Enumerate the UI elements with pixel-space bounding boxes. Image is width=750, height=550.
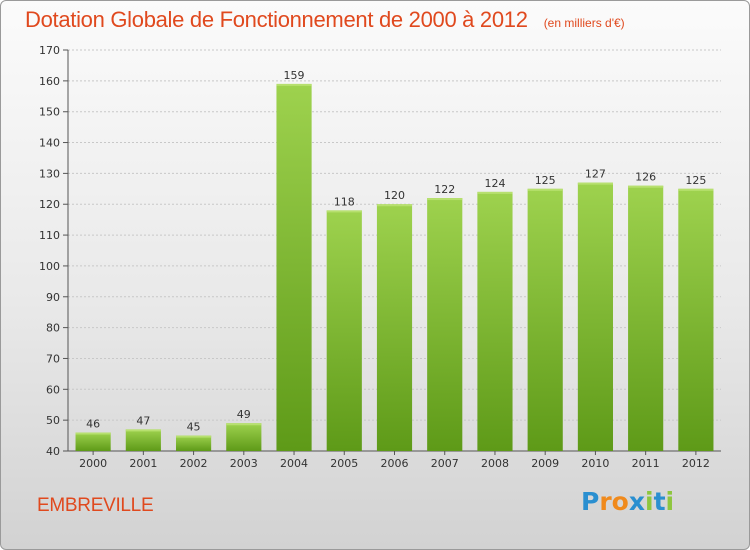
bar bbox=[527, 188, 563, 452]
bar bbox=[226, 423, 262, 451]
bar-top-highlight bbox=[628, 185, 664, 188]
bar bbox=[276, 83, 312, 451]
bar-top-highlight bbox=[577, 182, 614, 185]
data-label: 125 bbox=[535, 174, 556, 187]
bar-top-highlight bbox=[276, 83, 312, 86]
x-tick-label: 2000 bbox=[79, 457, 107, 470]
y-tick-label: 170 bbox=[39, 44, 60, 57]
data-label: 118 bbox=[334, 195, 355, 208]
data-label: 120 bbox=[384, 189, 405, 202]
bar-layer bbox=[75, 83, 714, 452]
data-label: 125 bbox=[685, 174, 706, 187]
title-row: Dotation Globale de Fonctionnement de 20… bbox=[25, 7, 625, 33]
y-tick-label: 70 bbox=[46, 352, 60, 365]
data-label: 122 bbox=[434, 183, 455, 196]
data-label: 159 bbox=[284, 69, 305, 82]
bar-top-highlight bbox=[427, 198, 463, 201]
data-label: 47 bbox=[136, 414, 150, 427]
data-label: 126 bbox=[635, 171, 656, 184]
y-tick-label: 150 bbox=[39, 106, 60, 119]
x-tick-label: 2012 bbox=[682, 457, 710, 470]
commune-name: EMBREVILLE bbox=[37, 495, 154, 516]
axis-layer: 40 50 60 70 80 90 100 110 120 130 140 150 160 170 2000… bbox=[39, 44, 721, 470]
bar bbox=[125, 429, 161, 451]
logo-letter: i bbox=[665, 487, 675, 516]
bar-top-highlight bbox=[125, 429, 161, 432]
bar bbox=[678, 188, 714, 452]
y-tick-label: 80 bbox=[46, 322, 60, 335]
logo-letter: i bbox=[645, 487, 654, 516]
chart-subtitle: (en milliers d'€) bbox=[543, 16, 625, 30]
x-tick-label: 2010 bbox=[581, 457, 609, 470]
bar-top-highlight bbox=[376, 204, 413, 207]
bar-top-highlight bbox=[477, 191, 513, 194]
logo-letter: t bbox=[653, 487, 666, 516]
proxiti-logo: Proxiti bbox=[581, 487, 674, 516]
bar bbox=[577, 182, 614, 451]
chart-title: Dotation Globale de Fonctionnement de 20… bbox=[25, 7, 528, 32]
y-tick-label: 130 bbox=[39, 167, 60, 180]
y-tick-label: 160 bbox=[39, 75, 60, 88]
bar-top-highlight bbox=[326, 210, 362, 213]
bar bbox=[477, 191, 513, 451]
x-tick-label: 2011 bbox=[632, 457, 660, 470]
x-tick-label: 2006 bbox=[381, 457, 409, 470]
y-tick-label: 90 bbox=[46, 291, 60, 304]
data-label: 45 bbox=[187, 421, 201, 434]
data-label: 124 bbox=[484, 177, 505, 190]
y-tick-label: 100 bbox=[39, 260, 60, 273]
data-label: 49 bbox=[237, 408, 251, 421]
x-tick-label: 2004 bbox=[280, 457, 308, 470]
x-tick-label: 2002 bbox=[180, 457, 208, 470]
bar-top-highlight bbox=[75, 432, 111, 435]
bar bbox=[75, 432, 111, 451]
logo-letter: x bbox=[628, 487, 645, 516]
x-tick-label: 2008 bbox=[481, 457, 509, 470]
bar-top-highlight bbox=[527, 188, 563, 191]
bar bbox=[376, 204, 413, 451]
bar-top-highlight bbox=[175, 435, 212, 438]
label-layer: 46 47 45 49 159 118 120 122 124 125 127 126 125 bbox=[86, 69, 706, 434]
x-tick-label: 2005 bbox=[330, 457, 358, 470]
bar bbox=[427, 198, 463, 451]
y-tick-label: 110 bbox=[39, 229, 60, 242]
y-tick-label: 140 bbox=[39, 137, 60, 150]
y-tick-label: 60 bbox=[46, 383, 60, 396]
data-label: 46 bbox=[86, 417, 100, 430]
bar-top-highlight bbox=[678, 188, 714, 191]
x-tick-label: 2003 bbox=[230, 457, 258, 470]
y-tick-label: 120 bbox=[39, 198, 60, 211]
x-tick-label: 2001 bbox=[129, 457, 157, 470]
bar bbox=[628, 185, 664, 451]
bar bbox=[326, 210, 362, 451]
data-label: 127 bbox=[585, 168, 606, 181]
logo-letter: o bbox=[611, 487, 629, 516]
y-tick-label: 40 bbox=[46, 445, 60, 458]
x-tick-label: 2009 bbox=[531, 457, 559, 470]
x-tick-label: 2007 bbox=[431, 457, 459, 470]
logo-letter: P bbox=[581, 487, 600, 516]
logo-letter: r bbox=[599, 487, 612, 516]
y-tick-label: 50 bbox=[46, 414, 60, 427]
bar bbox=[175, 435, 212, 451]
bar-top-highlight bbox=[226, 423, 262, 426]
